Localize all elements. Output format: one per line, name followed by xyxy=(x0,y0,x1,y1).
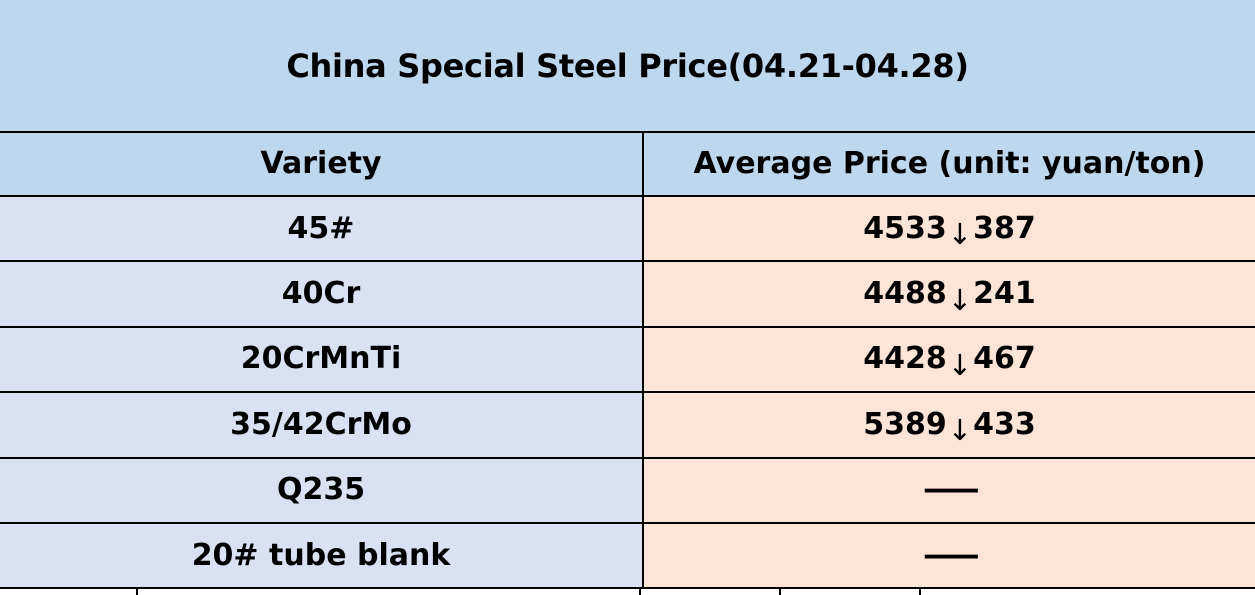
price-cell: —— xyxy=(644,523,1255,588)
variety-cell: Q235 xyxy=(0,458,644,522)
table-row: 40Cr 4488 ↓ 241 xyxy=(0,262,1255,328)
price-cell: 4533 ↓ 387 xyxy=(644,197,1255,261)
price-value: 4428 xyxy=(863,341,947,377)
grid-line xyxy=(136,589,138,595)
down-arrow-icon: ↓ xyxy=(947,282,973,317)
price-change: 387 xyxy=(973,210,1036,246)
price-change: 467 xyxy=(973,341,1036,377)
price-value: 4488 xyxy=(863,276,947,312)
table-row: 20CrMnTi 4428 ↓ 467 xyxy=(0,327,1255,394)
table-row: Q235 —— xyxy=(0,458,1255,524)
variety-cell: 45# xyxy=(0,197,644,261)
next-row-clipped-sliver xyxy=(0,589,1255,595)
column-header-variety: Variety xyxy=(0,133,644,195)
grid-line xyxy=(779,589,781,595)
no-data-dash: —— xyxy=(923,537,979,573)
variety-cell: 20CrMnTi xyxy=(0,327,644,392)
variety-cell: 20# tube blank xyxy=(0,523,644,588)
price-cell: 4488 ↓ 241 xyxy=(644,262,1255,326)
price-change: 241 xyxy=(973,276,1036,312)
table-row: 20# tube blank —— xyxy=(0,523,1255,590)
down-arrow-icon: ↓ xyxy=(947,347,973,382)
header-row: Variety Average Price (unit: yuan/ton) xyxy=(0,133,1255,197)
page-title: China Special Steel Price(04.21-04.28) xyxy=(0,0,1255,133)
table-row: 35/42CrMo 5389 ↓ 433 xyxy=(0,393,1255,459)
down-arrow-icon: ↓ xyxy=(947,217,973,252)
price-value: 4533 xyxy=(863,210,947,246)
price-value: 5389 xyxy=(863,406,947,442)
variety-cell: 40Cr xyxy=(0,262,644,326)
grid-line xyxy=(639,589,641,595)
price-cell: —— xyxy=(644,458,1255,522)
no-data-dash: —— xyxy=(923,472,979,508)
price-cell: 4428 ↓ 467 xyxy=(644,327,1255,392)
table-row: 45# 4533 ↓ 387 xyxy=(0,197,1255,263)
down-arrow-icon: ↓ xyxy=(947,413,973,448)
price-cell: 5389 ↓ 433 xyxy=(644,393,1255,457)
price-change: 433 xyxy=(973,406,1036,442)
grid-line xyxy=(919,589,921,595)
variety-cell: 35/42CrMo xyxy=(0,393,644,457)
column-header-average-price: Average Price (unit: yuan/ton) xyxy=(644,133,1255,195)
